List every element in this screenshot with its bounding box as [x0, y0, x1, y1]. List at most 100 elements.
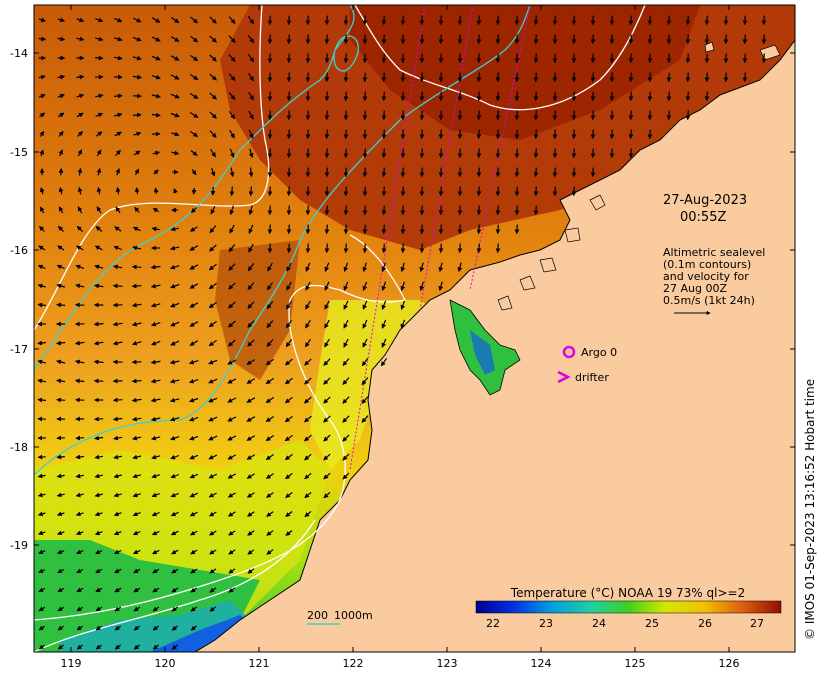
velocity-arrow	[56, 511, 65, 517]
velocity-arrow	[457, 53, 463, 64]
velocity-arrow	[38, 74, 46, 80]
velocity-arrow	[132, 549, 141, 555]
velocity-arrow	[171, 606, 179, 612]
velocity-arrow	[324, 72, 330, 83]
velocity-arrow	[381, 110, 387, 121]
velocity-arrow	[131, 302, 142, 308]
velocity-arrow	[114, 226, 122, 232]
velocity-arrow	[323, 396, 331, 404]
velocity-arrow	[323, 472, 331, 480]
velocity-arrow	[38, 17, 46, 23]
velocity-arrow	[476, 53, 482, 64]
velocity-arrow	[152, 568, 160, 574]
velocity-arrow	[514, 72, 520, 83]
velocity-arrow	[38, 245, 46, 251]
drifter-marker-icon	[557, 370, 571, 384]
velocity-arrow	[95, 112, 104, 118]
velocity-arrow	[209, 92, 217, 100]
velocity-arrow	[247, 263, 255, 272]
velocity-arrow	[400, 167, 406, 178]
velocity-arrow	[170, 435, 180, 441]
velocity-arrow	[209, 111, 217, 119]
velocity-arrow	[247, 15, 255, 25]
velocity-arrow	[552, 186, 558, 197]
lon-tick-labels: 119 120 121 122 123 124 125 126	[61, 657, 740, 670]
velocity-arrow	[190, 587, 198, 593]
velocity-arrow	[189, 454, 199, 460]
velocity-arrow	[571, 148, 577, 159]
velocity-arrow	[131, 340, 142, 346]
velocity-arrow	[381, 167, 387, 178]
velocity-arrow	[324, 167, 330, 178]
velocity-arrow	[267, 129, 273, 140]
velocity-arrow	[533, 15, 539, 26]
velocity-arrow	[247, 35, 255, 44]
velocity-arrow	[190, 54, 199, 62]
velocity-arrow	[170, 530, 179, 536]
velocity-arrow	[284, 358, 293, 366]
velocity-arrow	[400, 243, 406, 254]
velocity-arrow	[170, 245, 180, 251]
velocity-arrow	[132, 112, 142, 118]
velocity-arrow	[132, 74, 142, 80]
velocity-arrow	[761, 15, 767, 26]
velocity-arrow	[533, 148, 539, 159]
velocity-arrow	[342, 453, 350, 461]
velocity-arrow	[514, 91, 520, 102]
velocity-arrow	[114, 606, 122, 612]
velocity-arrow	[476, 129, 482, 140]
velocity-arrow	[265, 435, 275, 441]
velocity-arrow	[208, 301, 217, 309]
velocity-arrow	[285, 339, 293, 348]
velocity-arrow	[742, 15, 748, 26]
velocity-arrow	[628, 91, 634, 102]
velocity-arrow	[209, 35, 217, 43]
velocity-arrow	[647, 129, 653, 140]
velocity-arrow	[343, 148, 349, 159]
velocity-arrow	[723, 34, 729, 45]
map-date: 27-Aug-2023	[663, 193, 747, 208]
velocity-arrow	[189, 92, 199, 100]
isobath-label-200: 200	[307, 609, 328, 622]
velocity-arrow	[228, 73, 236, 82]
velocity-arrow	[590, 110, 596, 121]
velocity-arrow	[571, 91, 577, 102]
altimetry-line: (0.1m contours)	[663, 258, 751, 271]
altimetry-note: Altimetric sealevel (0.1m contours) and …	[663, 246, 765, 307]
velocity-arrow	[381, 148, 387, 159]
velocity-arrow	[151, 530, 160, 536]
velocity-arrow	[267, 15, 273, 26]
velocity-arrow	[76, 644, 83, 650]
velocity-arrow	[419, 148, 425, 159]
velocity-arrow	[666, 110, 672, 121]
velocity-arrow	[761, 53, 767, 64]
velocity-arrow	[56, 397, 66, 403]
velocity-arrow	[324, 300, 330, 310]
velocity-arrow	[57, 625, 65, 631]
velocity-arrow	[38, 606, 46, 612]
velocity-arrow	[227, 473, 236, 479]
velocity-arrow	[400, 129, 406, 140]
velocity-arrow	[381, 281, 387, 292]
velocity-arrow	[248, 110, 254, 120]
velocity-arrow	[209, 587, 217, 593]
velocity-arrow	[476, 72, 482, 83]
velocity-arrow	[381, 186, 387, 197]
velocity-arrow	[590, 167, 596, 178]
velocity-arrow	[742, 72, 748, 83]
velocity-arrow	[190, 16, 199, 24]
velocity-arrow	[571, 53, 577, 64]
velocity-arrow	[305, 205, 311, 216]
velocity-arrow	[286, 148, 292, 159]
velocity-arrow	[57, 36, 66, 42]
velocity-arrow	[266, 320, 274, 329]
velocity-arrow	[590, 148, 596, 159]
velocity-arrow	[76, 17, 85, 23]
velocity-arrow	[190, 150, 198, 157]
velocity-arrow	[94, 473, 103, 479]
velocity-arrow	[132, 226, 141, 232]
lon-tick-label: 124	[531, 657, 552, 670]
velocity-arrow	[495, 167, 501, 178]
velocity-arrow	[248, 243, 254, 253]
velocity-arrow	[400, 91, 406, 102]
